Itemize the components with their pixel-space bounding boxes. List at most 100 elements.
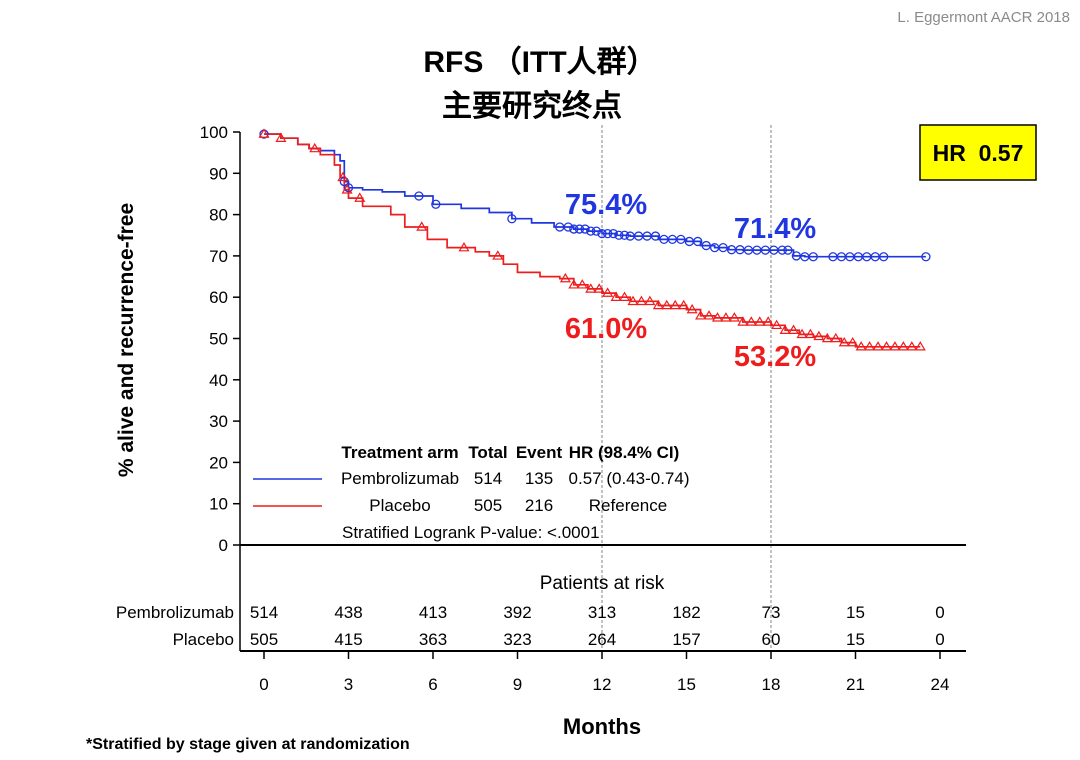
censor-pembrolizumab-16 [614, 230, 624, 240]
risk-placebo-m18: 60 [762, 630, 781, 649]
censor-pembrolizumab-21 [650, 231, 661, 241]
censor-pembrolizumab-7 [563, 222, 573, 232]
y-tick-label-80: 80 [209, 206, 228, 225]
legend-header-hr: HR (98.4% CI) [569, 443, 680, 462]
legend-row-placebo-hr: Reference [589, 496, 667, 515]
censor-placebo-5 [354, 192, 366, 202]
x-tick-label-24: 24 [931, 675, 950, 694]
risk-pembrolizumab-m0: 514 [250, 603, 278, 622]
legend-header-event: Event [516, 443, 563, 462]
censor-pembrolizumab-11 [586, 226, 596, 236]
risk-pembrolizumab-m6: 413 [419, 603, 447, 622]
x-tick-label-21: 21 [846, 675, 865, 694]
legend-row-placebo-arm: Placebo [369, 496, 430, 515]
censor-placebo-11 [576, 279, 588, 289]
x-tick-label-0: 0 [259, 675, 268, 694]
risk-row-placebo-label: Placebo [173, 630, 234, 649]
censor-pembrolizumab-47 [879, 252, 889, 262]
censor-placebo-28 [720, 312, 732, 322]
x-axis: 0 3 6 9 12 15 18 21 24 [240, 650, 966, 694]
censor-pembrolizumab-37 [783, 245, 793, 255]
censor-placebo-41 [830, 332, 842, 343]
x-tick-label-18: 18 [762, 675, 781, 694]
censor-placebo-32 [754, 316, 766, 326]
footnote: *Stratified by stage given at randomizat… [86, 736, 410, 753]
censor-pembrolizumab-15 [608, 228, 618, 239]
risk-placebo-m15: 157 [672, 630, 700, 649]
risk-table-title: Patients at risk [540, 573, 665, 594]
risk-pembrolizumab-m9: 392 [503, 603, 531, 622]
y-axis-label: % alive and recurrence-free [115, 203, 138, 477]
risk-pembrolizumab-m15: 182 [672, 603, 700, 622]
censor-pembrolizumab-13 [597, 228, 607, 239]
censor-pembrolizumab-2 [343, 183, 354, 193]
y-tick-label-30: 30 [209, 412, 228, 431]
risk-pembrolizumab-m12: 313 [588, 603, 616, 622]
legend-row-pembro-hr: 0.57 (0.43-0.74) [569, 469, 690, 488]
censor-placebo-30 [737, 316, 749, 326]
censor-placebo-17 [627, 295, 639, 306]
censor-placebo-35 [779, 324, 791, 334]
legend-header-arm: Treatment arm [341, 443, 458, 462]
censor-placebo-9 [559, 272, 571, 283]
hr-box [919, 124, 1037, 181]
censor-placebo-2 [309, 142, 321, 153]
y-tick-label-50: 50 [209, 330, 228, 349]
censor-placebo-21 [661, 299, 673, 310]
censor-placebo-12 [585, 283, 597, 293]
risk-row-pembro-label: Pembrolizumab [116, 603, 234, 622]
censor-placebo-19 [644, 295, 656, 306]
y-tick-label-20: 20 [209, 453, 228, 472]
title-line-2: 主要研究终点 [442, 89, 622, 123]
censor-placebo-25 [695, 310, 707, 320]
censor-placebo-29 [728, 312, 740, 322]
risk-pembrolizumab-m24: 0 [935, 603, 944, 622]
censor-placebo-50 [906, 341, 918, 351]
censor-pembrolizumab-40 [808, 252, 818, 262]
censor-placebo-39 [813, 330, 825, 341]
legend-table: Treatment arm Total Event HR (98.4% CI) … [253, 443, 689, 542]
censor-pembrolizumab-9 [574, 224, 585, 234]
censor-placebo-22 [669, 299, 681, 310]
censor-pembrolizumab-24 [676, 234, 686, 245]
censor-placebo-13 [593, 283, 605, 293]
censor-placebo-46 [872, 341, 884, 351]
censor-placebo-26 [703, 310, 715, 320]
censor-placebo-38 [804, 328, 816, 339]
legend-row-pembro-arm: Pembrolizumab [341, 469, 459, 488]
censor-pembrolizumab-12 [591, 226, 602, 236]
censor-pembrolizumab-3 [414, 191, 424, 201]
censor-placebo-15 [610, 291, 622, 301]
risk-placebo-m24: 0 [935, 630, 944, 649]
censor-placebo-48 [889, 341, 901, 351]
censor-placebo-20 [652, 299, 664, 310]
censor-placebo-4 [341, 184, 353, 194]
y-tick-label-0: 0 [219, 536, 228, 555]
legend-header-total: Total [468, 443, 507, 462]
y-axis: 0 10 20 30 40 50 60 70 80 90 100 [200, 123, 966, 651]
y-tick-label-90: 90 [209, 164, 228, 183]
censor-placebo-7 [458, 241, 470, 252]
y-tick-label-10: 10 [209, 495, 228, 514]
risk-pembrolizumab-m21: 15 [846, 603, 865, 622]
censor-pembrolizumab-10 [580, 224, 590, 234]
risk-placebo-m6: 363 [419, 630, 447, 649]
legend-pvalue: Stratified Logrank P-value: <.0001 [342, 523, 600, 542]
censor-placebo-3 [337, 171, 349, 182]
censor-pembrolizumab-8 [569, 224, 579, 234]
censor-placebo-36 [787, 324, 800, 334]
y-tick-label-40: 40 [209, 371, 228, 390]
censor-placebo-18 [635, 295, 647, 306]
landmark-label-pembrolizumab-18: 71.4% [734, 213, 816, 245]
risk-table: Patients at risk Pembrolizumab Placebo 5… [116, 573, 945, 649]
landmark-label-placebo-12: 61.0% [565, 313, 647, 345]
censor-placebo-47 [880, 341, 893, 351]
censor-placebo-1 [275, 132, 287, 142]
censor-placebo-23 [678, 299, 690, 310]
legend-row-pembro-total: 514 [474, 469, 502, 488]
censor-placebo-10 [568, 279, 580, 289]
censor-pembrolizumab-48 [921, 252, 931, 262]
credit-text: L. Eggermont AACR 2018 [897, 9, 1070, 26]
censor-pembrolizumab-27 [701, 240, 711, 251]
landmark-labels: 75.4% 71.4% 61.0% 53.2% [565, 189, 816, 373]
